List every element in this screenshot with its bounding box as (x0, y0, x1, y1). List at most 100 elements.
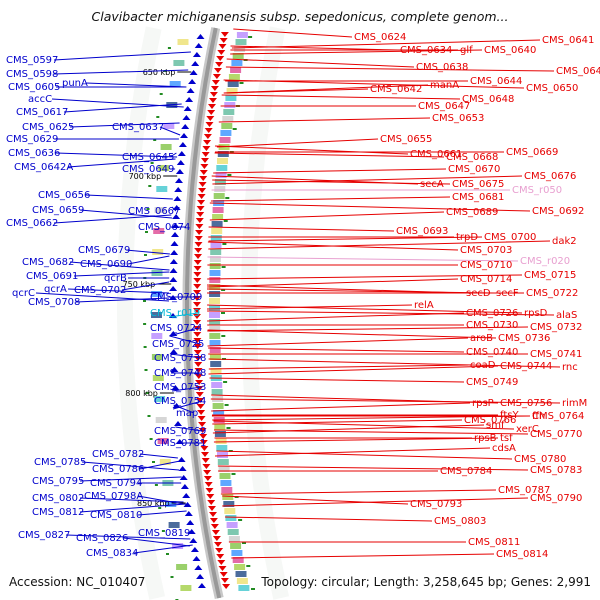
gene-label-reverse: CMS_0597 (6, 55, 58, 66)
reverse-gene-arrow (196, 34, 205, 39)
cog-block-forward (212, 403, 224, 409)
callout-line (121, 281, 170, 291)
gene-label-reverse: CMS_0810 (90, 510, 142, 521)
gene-label-reverse: CMS_0709 (150, 292, 202, 303)
forward-gene-arrow (207, 500, 216, 505)
gene-label-forward: CMS_0638 (416, 62, 468, 73)
callout-line (221, 94, 461, 100)
gc-track-right (241, 26, 290, 600)
track-marker (144, 369, 148, 371)
gene-label-forward: aroB (470, 333, 493, 344)
forward-gene-arrow (194, 374, 203, 379)
reverse-gene-arrow (189, 70, 198, 75)
gene-label-forward: CMS_0784 (440, 466, 492, 477)
forward-gene-arrow (199, 170, 208, 175)
forward-gene-arrow (205, 488, 214, 493)
gene-label-reverse: CMS_0656 (38, 190, 90, 201)
cog-block-forward (220, 480, 232, 486)
gene-label-reverse: CMS_0812 (32, 507, 84, 518)
gene-label-forward: CMS_0647 (418, 101, 470, 112)
callout-line (207, 278, 459, 288)
gene-label-reverse: CMS_0674 (138, 222, 190, 233)
gene-label-forward: CMS_0732 (530, 322, 582, 333)
cog-block-reverse (154, 207, 166, 213)
reverse-gene-arrow (169, 286, 178, 291)
reverse-gene-arrow (172, 205, 181, 210)
label-layer: CMS_0597 CMS_0598 CMS_0605 punA accC CMS_0617… (6, 28, 600, 560)
gene-label-reverse: CMS_0708 (28, 297, 80, 308)
cog-block-forward (223, 109, 235, 115)
forward-gene-arrow (194, 254, 202, 259)
track-marker (143, 323, 147, 325)
cog-block-reverse (177, 39, 189, 45)
callout-line (216, 138, 379, 148)
gene-label-reverse: CMS_0753 (154, 382, 206, 393)
forward-gene-arrow (208, 506, 216, 511)
forward-gene-arrow (207, 110, 216, 115)
forward-gene-arrow (215, 62, 224, 67)
forward-gene-arrow (203, 134, 212, 139)
gene-label-reverse: CMS_0617 (16, 107, 68, 118)
callout-line (73, 271, 170, 277)
gene-label-forward: CMS_0655 (380, 134, 432, 145)
cog-block-forward (210, 368, 222, 374)
callout-line (208, 365, 499, 375)
gene-label-reverse: CMS_0691 (26, 271, 78, 282)
forward-gene-arrow (218, 44, 227, 49)
cog-block-forward (227, 529, 239, 535)
track-marker (221, 335, 226, 337)
gene-label-reverse: CMS_0636 (8, 148, 60, 159)
forward-gene-arrow (195, 392, 204, 397)
cog-block-forward (222, 494, 234, 500)
gene-label-forward: ffh (532, 411, 545, 422)
cog-block-forward (219, 137, 231, 143)
callout-line (208, 236, 483, 242)
gene-label-reverse: CMS_0645 (122, 152, 174, 163)
callout-line (230, 45, 399, 51)
cog-block-reverse (169, 81, 181, 87)
cog-block-reverse (152, 375, 164, 381)
callout-line (169, 327, 199, 337)
track-marker (161, 530, 165, 532)
gene-label-forward: cdsA (492, 443, 516, 454)
gene-label-forward: dak2 (552, 236, 577, 247)
kbp-tick-label: 650 kbp (143, 68, 176, 77)
forward-gene-arrow (211, 530, 220, 535)
track-marker (159, 93, 163, 95)
reverse-gene-arrow (171, 385, 180, 390)
cog-block-forward (209, 256, 221, 262)
cog-block-forward (214, 179, 226, 185)
gene-label-forward: CMS_0811 (468, 537, 520, 548)
reverse-gene-arrow (182, 115, 191, 120)
reverse-gene-arrow (179, 475, 188, 480)
reverse-gene-arrow (173, 196, 182, 201)
forward-gene-arrow (199, 176, 208, 181)
callout-line (170, 353, 203, 359)
kbp-tick-label: 700 kbp (129, 172, 162, 181)
forward-gene-arrow (193, 272, 202, 277)
forward-gene-arrow (199, 440, 208, 445)
reverse-gene-arrow (192, 556, 201, 561)
cog-block-reverse (158, 165, 170, 171)
gene-label-forward: CMS_0730 (466, 320, 518, 331)
callout-line (206, 288, 495, 294)
cog-block-forward (227, 81, 239, 87)
cog-block-forward (209, 326, 221, 332)
reverse-gene-arrow (180, 484, 189, 489)
forward-gene-arrow (220, 578, 229, 583)
cog-block-forward (214, 431, 226, 437)
forward-gene-arrow (193, 314, 201, 319)
cog-block-forward (224, 508, 236, 514)
cog-block-forward (209, 291, 221, 297)
cog-block-forward (225, 515, 237, 521)
forward-gene-arrow (219, 572, 228, 577)
callout-line (214, 152, 445, 158)
gene-label-reverse: CMS_0724 (150, 323, 202, 334)
forward-gene-arrow (203, 470, 212, 475)
cog-block-reverse (151, 333, 163, 339)
genome-summary-text: Topology: circular; Length: 3,258,645 bp… (261, 575, 591, 589)
callout-line (225, 66, 555, 72)
track-marker (143, 300, 146, 302)
forward-gene-arrow (210, 524, 219, 529)
callout-line (81, 461, 180, 471)
